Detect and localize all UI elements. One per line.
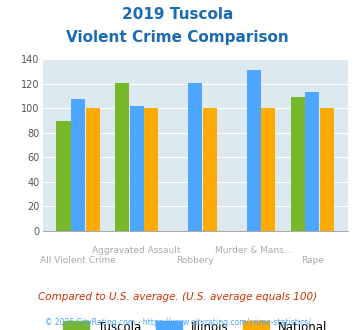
Bar <box>320 109 334 231</box>
Bar <box>71 99 85 231</box>
Text: Compared to U.S. average. (U.S. average equals 100): Compared to U.S. average. (U.S. average … <box>38 292 317 302</box>
Bar <box>115 83 129 231</box>
Bar <box>305 92 320 231</box>
Text: Murder & Mans...: Murder & Mans... <box>215 246 293 255</box>
Bar <box>291 97 305 231</box>
Text: Aggravated Assault: Aggravated Assault <box>92 246 181 255</box>
Text: 2019 Tuscola: 2019 Tuscola <box>122 7 233 21</box>
Bar <box>130 106 144 231</box>
Bar <box>188 83 202 231</box>
Bar <box>261 109 275 231</box>
Bar <box>56 121 71 231</box>
Legend: Tuscola, Illinois, National: Tuscola, Illinois, National <box>58 316 332 330</box>
Bar <box>203 109 217 231</box>
Text: Robbery: Robbery <box>176 255 214 265</box>
Bar <box>144 109 158 231</box>
Text: Rape: Rape <box>301 255 324 265</box>
Text: Violent Crime Comparison: Violent Crime Comparison <box>66 30 289 45</box>
Text: © 2025 CityRating.com - https://www.cityrating.com/crime-statistics/: © 2025 CityRating.com - https://www.city… <box>45 318 310 327</box>
Text: All Violent Crime: All Violent Crime <box>40 255 116 265</box>
Bar <box>86 109 100 231</box>
Bar <box>247 70 261 231</box>
